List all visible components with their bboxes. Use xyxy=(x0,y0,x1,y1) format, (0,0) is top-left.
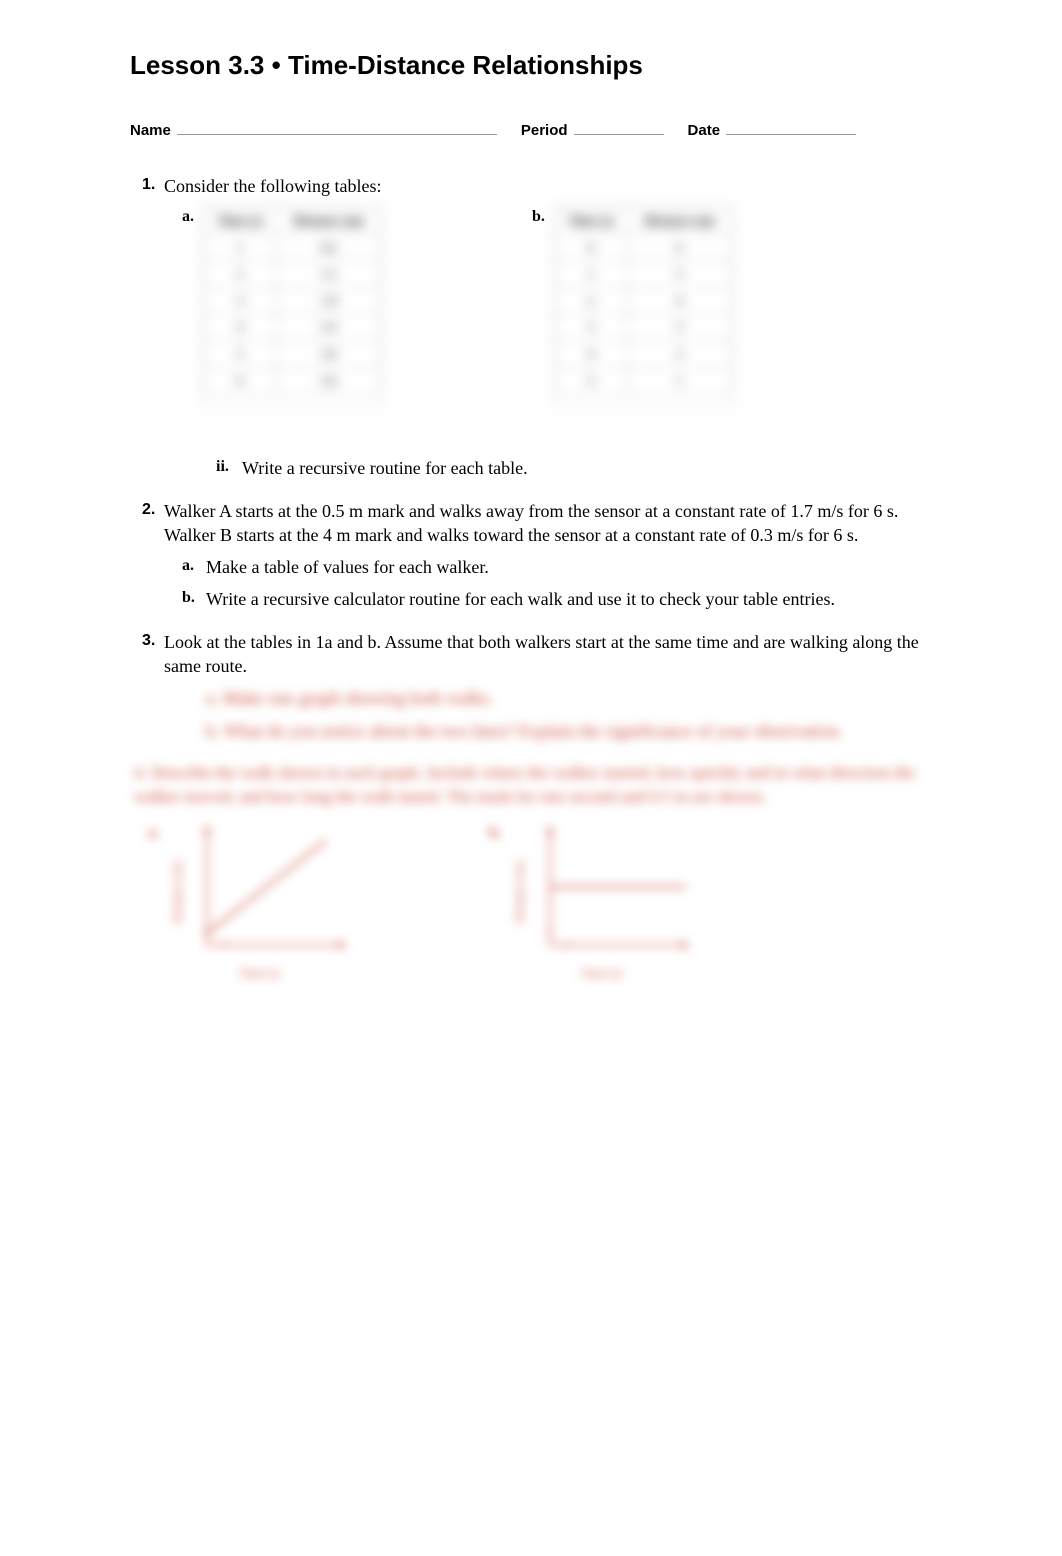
q2b-text: Write a recursive calculator routine for… xyxy=(206,589,835,609)
q3-number: 3. xyxy=(142,630,155,652)
graph-b xyxy=(532,823,692,963)
content-body: 1. Consider the following tables: a. Tim… xyxy=(130,174,932,981)
date-blank[interactable] xyxy=(726,121,856,135)
q4-blurred: 4. Describe the walk shown in each graph… xyxy=(134,761,932,809)
period-blank[interactable] xyxy=(574,121,664,135)
table-b: Time (s)Distance (m) 06 15 24 33 42 51 xyxy=(554,207,732,394)
question-1: 1. Consider the following tables: a. Tim… xyxy=(142,174,932,481)
q1-ii-label: ii. xyxy=(216,456,229,478)
name-blank[interactable] xyxy=(177,121,497,135)
question-3: 3. Look at the tables in 1a and b. Assum… xyxy=(142,630,932,743)
graph-b-wrap: b. Distance (m) Time (s) xyxy=(489,823,691,981)
table-a-blurred: Time (s)Distance (m) 10.6 21.2 31.8 42.4… xyxy=(202,206,382,406)
table-b-blurred: Time (s)Distance (m) 06 15 24 33 42 51 xyxy=(553,206,733,406)
graph-a-wrap: a. Distance (m) Time (s) xyxy=(148,823,349,981)
q3-text: Look at the tables in 1a and b. Assume t… xyxy=(164,632,919,676)
q3a-blurred: a. Make one graph showing both walks. xyxy=(182,686,932,710)
q1-ii-text: Write a recursive routine for each table… xyxy=(242,458,528,478)
graph-b-label: b. xyxy=(489,823,501,843)
table-a: Time (s)Distance (m) 10.6 21.2 31.8 42.4… xyxy=(203,207,381,394)
graph-b-xlabel: Time (s) xyxy=(511,965,691,981)
graph-b-ylabel: Distance (m) xyxy=(511,861,527,923)
q1b-label: b. xyxy=(532,206,545,228)
q2b: b. Write a recursive calculator routine … xyxy=(182,587,932,611)
name-label: Name xyxy=(130,122,171,139)
q2-text: Walker A starts at the 0.5 m mark and wa… xyxy=(164,501,898,545)
q2a-label: a. xyxy=(182,555,194,577)
graph-a-ylabel: Distance (m) xyxy=(169,861,185,923)
q1-text: Consider the following tables: xyxy=(164,176,381,196)
q2b-label: b. xyxy=(182,587,195,609)
q3b-blurred: b. What do you notice about the two line… xyxy=(182,719,932,743)
question-2: 2. Walker A starts at the 0.5 m mark and… xyxy=(142,499,932,612)
q1a-label: a. xyxy=(182,206,194,228)
period-label: Period xyxy=(521,122,568,139)
graph-a-xlabel: Time (s) xyxy=(169,965,349,981)
q2-number: 2. xyxy=(142,499,155,521)
graph-a xyxy=(189,823,349,963)
graphs-row: a. Distance (m) Time (s) b. Distance (m)… xyxy=(130,823,932,981)
q1-number: 1. xyxy=(142,174,155,196)
graph-a-label: a. xyxy=(148,823,159,843)
table-b-wrap: b. Time (s)Distance (m) 06 15 24 33 42 5… xyxy=(532,206,733,406)
page-title: Lesson 3.3 • Time-Distance Relationships xyxy=(130,50,932,81)
header-fields: Name Period Date xyxy=(130,121,932,139)
date-label: Date xyxy=(688,122,721,139)
q2a: a. Make a table of values for each walke… xyxy=(182,555,932,579)
table-a-wrap: a. Time (s)Distance (m) 10.6 21.2 31.8 4… xyxy=(182,206,382,406)
q2a-text: Make a table of values for each walker. xyxy=(206,557,489,577)
q1-ii: ii. Write a recursive routine for each t… xyxy=(216,456,932,480)
